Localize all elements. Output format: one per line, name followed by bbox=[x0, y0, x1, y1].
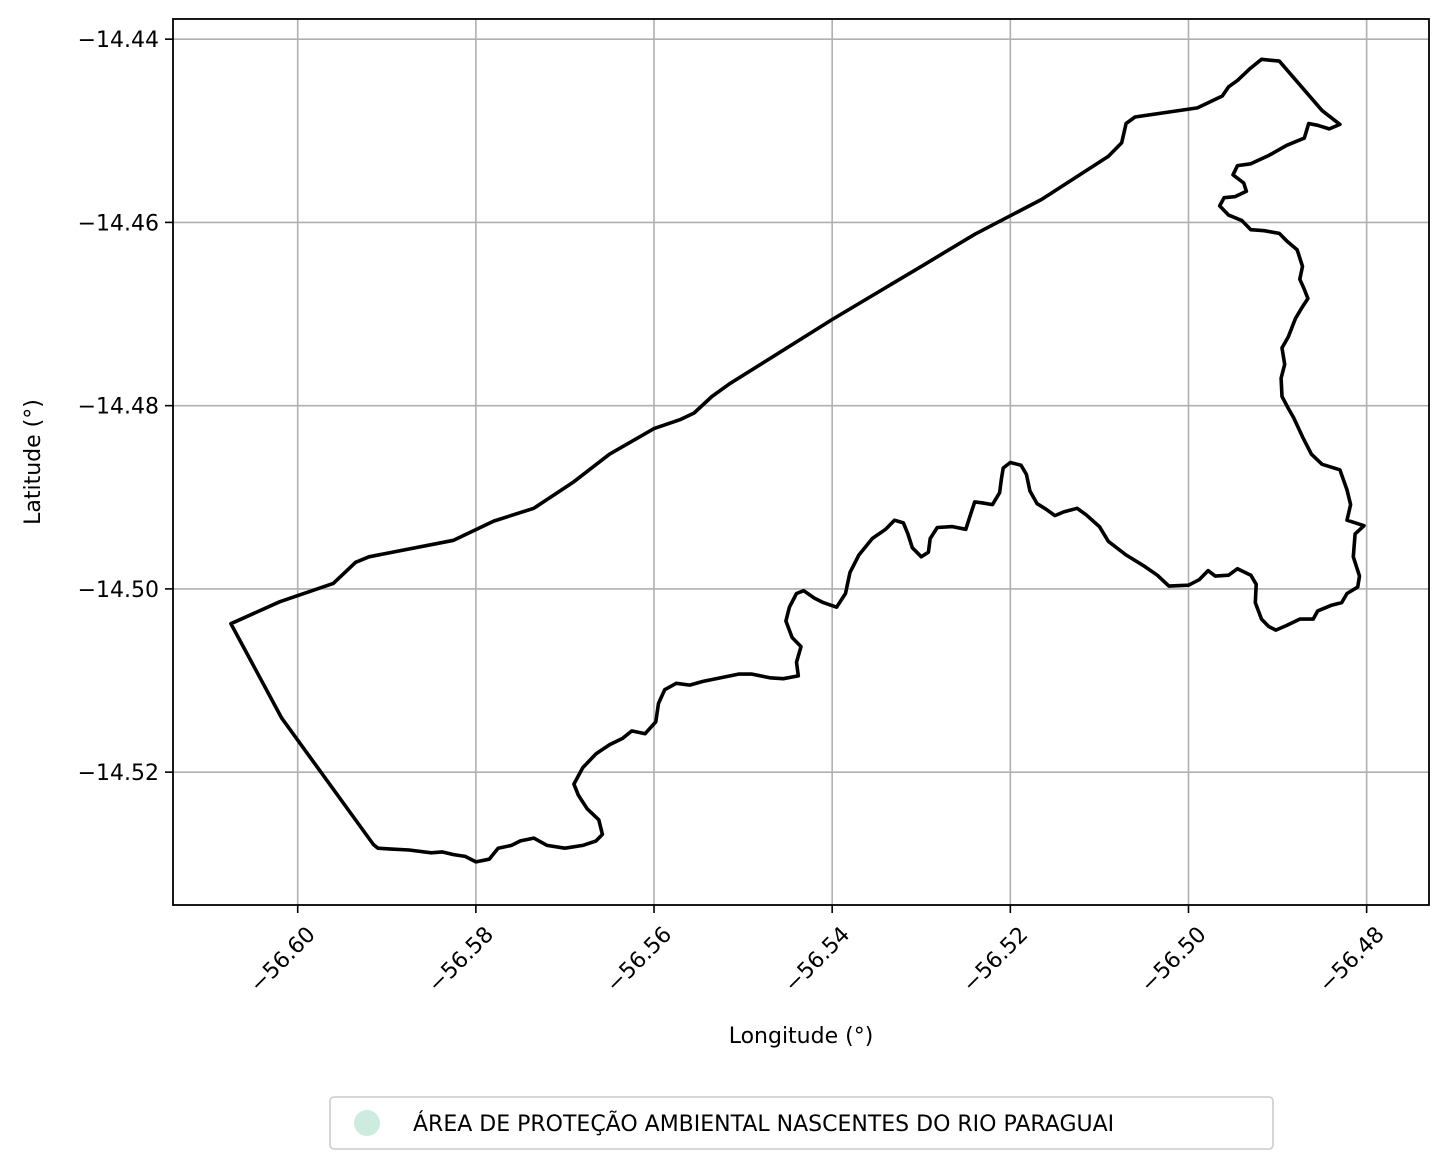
y-tick-label: −14.48 bbox=[78, 395, 159, 420]
x-tick-label: −56.56 bbox=[602, 922, 677, 997]
plot-frame bbox=[172, 18, 1430, 906]
x-tick-label: −56.52 bbox=[958, 922, 1033, 997]
x-tick-label: −56.58 bbox=[424, 922, 499, 997]
legend-marker bbox=[354, 1110, 380, 1136]
legend-label: ÁREA DE PROTEÇÃO AMBIENTAL NASCENTES DO … bbox=[413, 1110, 1114, 1137]
x-axis-ticks: −56.60 −56.58 −56.56 −56.54 −56.52 −56.50 −56.… bbox=[245, 905, 1390, 998]
x-tick-label: −56.48 bbox=[1314, 922, 1389, 997]
legend-frame bbox=[329, 1096, 1274, 1150]
y-tick-label: −14.46 bbox=[78, 211, 159, 236]
y-tick-label: −14.52 bbox=[78, 761, 159, 786]
y-axis-ticks: −14.44 −14.46 −14.48 −14.50 −14.52 bbox=[78, 28, 173, 786]
legend: ÁREA DE PROTEÇÃO AMBIENTAL NASCENTES DO … bbox=[329, 1096, 1274, 1150]
y-axis-title: Latitude (°) bbox=[21, 399, 46, 525]
grid-lines bbox=[173, 19, 1429, 905]
x-tick-label: −56.60 bbox=[245, 922, 320, 997]
x-tick-label: −56.50 bbox=[1136, 922, 1211, 997]
region-polygon-boundary bbox=[229, 57, 1366, 864]
region-polygon-fill bbox=[231, 59, 1364, 862]
x-axis-title: Longitude (°) bbox=[729, 1024, 874, 1049]
x-tick-label: −56.54 bbox=[780, 922, 855, 997]
y-tick-label: −14.44 bbox=[78, 28, 159, 53]
y-tick-label: −14.50 bbox=[78, 578, 159, 603]
